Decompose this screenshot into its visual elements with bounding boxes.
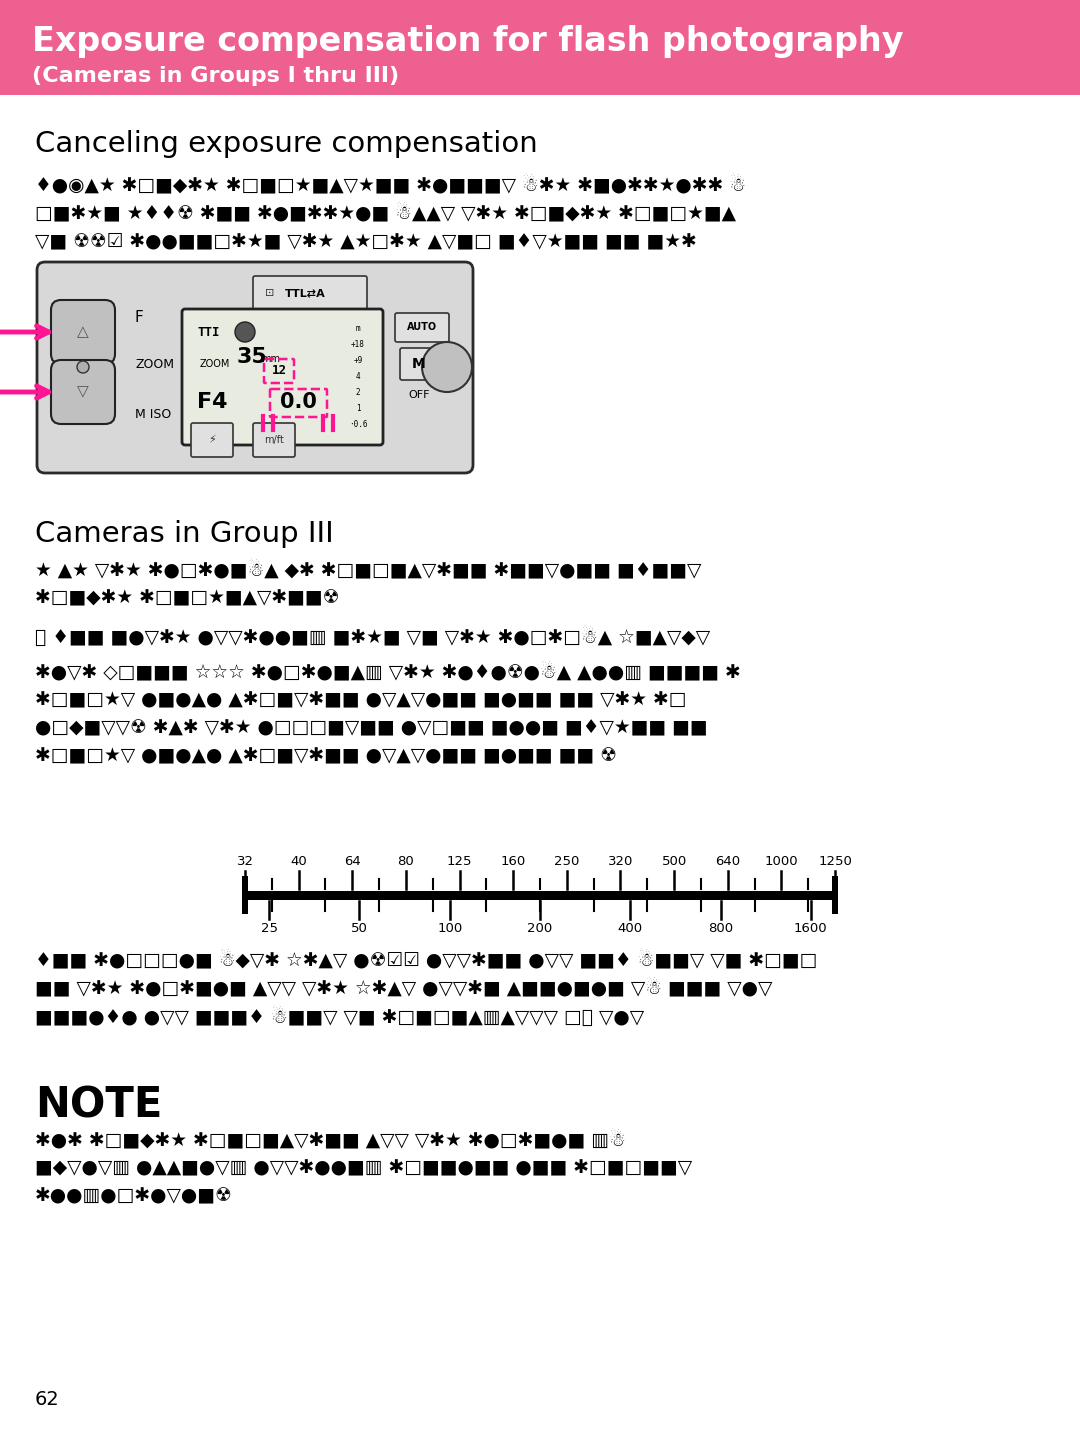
Text: 160: 160 xyxy=(500,856,526,869)
FancyBboxPatch shape xyxy=(400,348,438,380)
Text: F4: F4 xyxy=(197,393,228,413)
Text: ZOOM: ZOOM xyxy=(135,358,174,371)
Text: 64: 64 xyxy=(343,856,361,869)
Text: 1250: 1250 xyxy=(818,856,852,869)
Text: 12: 12 xyxy=(271,364,286,378)
Text: □■✱★■ ★♦♦☢ ✱■■ ✱●■✱✱★●■ ☃▲▲▽ ▽✱★ ✱□■◆✱★ ✱□■□★■▲: □■✱★■ ★♦♦☢ ✱■■ ✱●■✱✱★●■ ☃▲▲▽ ▽✱★ ✱□■◆✱★ … xyxy=(35,203,735,223)
Text: 25: 25 xyxy=(260,922,278,935)
Text: ✱●▽✱ ◇□■■■ ☆☆☆ ✱●□✱●■▲▥ ▽✱★ ✱●♦●☢●☃▲ ▲●●▥ ■■■■ ✱: ✱●▽✱ ◇□■■■ ☆☆☆ ✱●□✱●■▲▥ ▽✱★ ✱●♦●☢●☃▲ ▲●●… xyxy=(35,661,741,682)
Text: ●□◆■▽▽☢ ✱▲✱ ▽✱★ ●□□□■▽■■ ●▽□■■ ■●●■ ■♦▽★■■ ■■: ●□◆■▽▽☢ ✱▲✱ ▽✱★ ●□□□■▽■■ ●▽□■■ ■●●■ ■♦▽★… xyxy=(35,718,707,738)
Text: 500: 500 xyxy=(661,856,687,869)
Text: ·0.6: ·0.6 xyxy=(349,420,367,429)
FancyBboxPatch shape xyxy=(37,262,473,473)
Text: △: △ xyxy=(77,325,89,339)
Text: ✱□■□★▽ ●■●▲● ▲✱□■▽✱■■ ●▽▲▽●■■ ■●■■ ■■ ▽✱★ ✱□: ✱□■□★▽ ●■●▲● ▲✱□■▽✱■■ ●▽▲▽●■■ ■●■■ ■■ ▽✱… xyxy=(35,690,687,709)
FancyBboxPatch shape xyxy=(253,423,295,457)
Bar xyxy=(245,892,835,900)
Polygon shape xyxy=(0,0,1080,95)
Text: ZOOM: ZOOM xyxy=(200,360,230,370)
Text: ✱□■□★▽ ●■●▲● ▲✱□■▽✱■■ ●▽▲▽●■■ ■●■■ ■■ ☢: ✱□■□★▽ ●■●▲● ▲✱□■▽✱■■ ●▽▲▽●■■ ■●■■ ■■ ☢ xyxy=(35,746,617,765)
Text: ✱●✱ ✱□■◆✱★ ✱□■□■▲▽✱■■ ▲▽▽ ▽✱★ ✱●□✱■●■ ▥☃: ✱●✱ ✱□■◆✱★ ✱□■□■▲▽✱■■ ▲▽▽ ▽✱★ ✱●□✱■●■ ▥☃ xyxy=(35,1130,625,1150)
Text: ▽: ▽ xyxy=(77,384,89,400)
Text: 62: 62 xyxy=(35,1391,59,1409)
Text: F: F xyxy=(135,311,144,325)
Text: 100: 100 xyxy=(437,922,462,935)
Bar xyxy=(242,876,248,915)
Text: ⓪ ♦■■ ■●▽✱★ ●▽▽✱●●■▥ ■✱★■ ▽■ ▽✱★ ✱●□✱□☃▲ ☆■▲▽◆▽: ⓪ ♦■■ ■●▽✱★ ●▽▽✱●●■▥ ■✱★■ ▽■ ▽✱★ ✱●□✱□☃▲… xyxy=(35,626,711,647)
Text: 4: 4 xyxy=(355,372,361,381)
Text: 80: 80 xyxy=(397,856,415,869)
Text: Canceling exposure compensation: Canceling exposure compensation xyxy=(35,129,538,158)
Text: ▽■ ☢☢☑ ✱●●■■□✱★■ ▽✱★ ▲★□✱★ ▲▽■□ ■♦▽★■■ ■■ ■★✱: ▽■ ☢☢☑ ✱●●■■□✱★■ ▽✱★ ▲★□✱★ ▲▽■□ ■♦▽★■■ ■… xyxy=(35,232,697,250)
Text: M: M xyxy=(413,357,426,371)
Text: ♦●◉▲★ ✱□■◆✱★ ✱□■□★■▲▽★■■ ✱●■■■▽ ☃✱★ ✱■●✱✱★●✱✱ ☃: ♦●◉▲★ ✱□■◆✱★ ✱□■□★■▲▽★■■ ✱●■■■▽ ☃✱★ ✱■●✱… xyxy=(35,175,746,196)
Text: 0.0: 0.0 xyxy=(280,393,316,413)
Text: 250: 250 xyxy=(554,856,580,869)
Text: Cameras in Group III: Cameras in Group III xyxy=(35,521,334,548)
Text: 2: 2 xyxy=(355,388,361,397)
Text: 40: 40 xyxy=(291,856,307,869)
Text: ■■■●♦● ●▽▽ ■■■♦ ☃■■▽ ▽■ ✱□■□■▲▥▲▽▽▽ □⓪ ▽●▽: ■■■●♦● ●▽▽ ■■■♦ ☃■■▽ ▽■ ✱□■□■▲▥▲▽▽▽ □⓪ ▽… xyxy=(35,1007,644,1027)
Text: 1600: 1600 xyxy=(794,922,827,935)
Text: 200: 200 xyxy=(527,922,553,935)
Circle shape xyxy=(422,342,472,393)
Text: 1000: 1000 xyxy=(765,856,798,869)
Text: m: m xyxy=(355,324,361,334)
Bar xyxy=(832,876,838,915)
Circle shape xyxy=(235,322,255,342)
Text: 35: 35 xyxy=(237,347,268,367)
Text: Exposure compensation for flash photography: Exposure compensation for flash photogra… xyxy=(32,26,904,59)
Text: ✱□■◆✱★ ✱□■□★■▲▽✱■■☢: ✱□■◆✱★ ✱□■□★■▲▽✱■■☢ xyxy=(35,588,339,607)
Text: 1: 1 xyxy=(355,404,361,413)
Text: 400: 400 xyxy=(618,922,643,935)
Text: m/ft: m/ft xyxy=(265,436,284,444)
Text: AUTO: AUTO xyxy=(407,322,437,332)
Text: ■◆▽●▽▥ ●▲▲■●▽▥ ●▽▽✱●●■▥ ✱□■■●■■ ●■■ ✱□■□■■▽: ■◆▽●▽▥ ●▲▲■●▽▥ ●▽▽✱●●■▥ ✱□■■●■■ ●■■ ✱□■□… xyxy=(35,1158,692,1176)
Polygon shape xyxy=(0,0,1080,95)
Text: +18: +18 xyxy=(351,339,365,349)
FancyBboxPatch shape xyxy=(51,360,114,424)
FancyBboxPatch shape xyxy=(253,276,367,311)
Text: NOTE: NOTE xyxy=(35,1086,162,1127)
Circle shape xyxy=(77,361,89,372)
Text: OFF: OFF xyxy=(408,390,430,400)
Text: 320: 320 xyxy=(608,856,633,869)
Text: ⚡: ⚡ xyxy=(208,436,216,444)
Text: +9: +9 xyxy=(353,357,363,365)
Text: ★ ▲★ ▽✱★ ✱●□✱●■☃▲ ◆✱ ✱□■□■▲▽✱■■ ✱■■▽●■■ ■♦■■▽: ★ ▲★ ▽✱★ ✱●□✱●■☃▲ ◆✱ ✱□■□■▲▽✱■■ ✱■■▽●■■ … xyxy=(35,559,701,580)
Text: 640: 640 xyxy=(715,856,740,869)
Text: mm: mm xyxy=(261,354,280,364)
Text: 800: 800 xyxy=(708,922,733,935)
Text: ✱●●▥●□✱●▽●■☢: ✱●●▥●□✱●▽●■☢ xyxy=(35,1186,233,1205)
FancyBboxPatch shape xyxy=(191,423,233,457)
Text: 50: 50 xyxy=(351,922,368,935)
Text: M ISO: M ISO xyxy=(135,408,172,421)
Text: 32: 32 xyxy=(237,856,254,869)
Text: (Cameras in Groups I thru III): (Cameras in Groups I thru III) xyxy=(32,66,400,86)
Text: TTI: TTI xyxy=(197,325,219,338)
Text: 125: 125 xyxy=(447,856,472,869)
Text: ■■ ▽✱★ ✱●□✱■●■ ▲▽▽ ▽✱★ ☆✱▲▽ ●▽▽✱■ ▲■■●■●■ ▽☃ ■■■ ▽●▽: ■■ ▽✱★ ✱●□✱■●■ ▲▽▽ ▽✱★ ☆✱▲▽ ●▽▽✱■ ▲■■●■●… xyxy=(35,978,772,998)
FancyBboxPatch shape xyxy=(395,313,449,342)
FancyBboxPatch shape xyxy=(51,301,114,364)
FancyBboxPatch shape xyxy=(183,309,383,444)
Text: ⊡: ⊡ xyxy=(265,288,274,298)
Text: TTL⇄A: TTL⇄A xyxy=(285,288,326,298)
Text: ♦■■ ✱●□□□●■ ☃◆▽✱ ☆✱▲▽ ●☢☑☑ ●▽▽✱■■ ●▽▽ ■■♦ ☃■■▽ ▽■ ✱□■□: ♦■■ ✱●□□□●■ ☃◆▽✱ ☆✱▲▽ ●☢☑☑ ●▽▽✱■■ ●▽▽ ■■… xyxy=(35,951,818,971)
